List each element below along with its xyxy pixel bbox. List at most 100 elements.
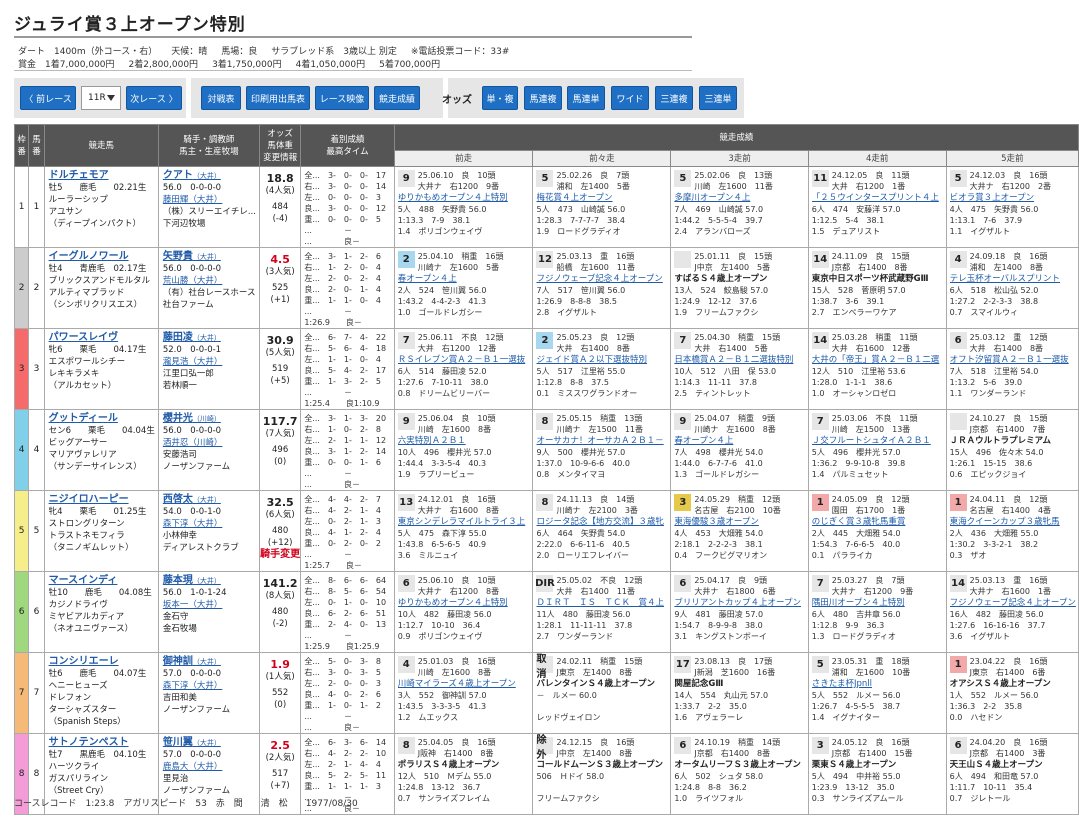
past-race-name[interactable]: 春オープン４上: [674, 436, 734, 446]
jockey-link[interactable]: 笹川翼: [162, 737, 193, 748]
body-weight: 496: [272, 445, 289, 455]
jockey-link[interactable]: 櫻井光: [162, 413, 193, 424]
horse-name-link[interactable]: イーグルノワール: [48, 251, 129, 262]
past-race-name[interactable]: オーサカナ！オーサカＡ２Ｂ１－: [536, 436, 664, 446]
finish-position: 9: [397, 170, 415, 187]
past-race-detail: 6人 518 松山弘 52.0 1:27.2 2-2-3-3 38.8 0.7 …: [949, 286, 1039, 317]
prev-race-button[interactable]: 〈 前レース: [20, 86, 76, 110]
popularity: (2人気): [265, 753, 295, 763]
past-race-name[interactable]: 多摩川オープン４上: [674, 193, 751, 203]
horse-name-link[interactable]: グットディール: [48, 413, 118, 424]
past-race-cell: 9 25.04.07 稍重 9頭 川崎ナ 左1600 8番 春オープン４上 7人…: [672, 411, 807, 481]
past-race-date-venue: 25.01.03 良 16頭 川崎 左1600 8番: [417, 657, 496, 677]
trainer-link[interactable]: 瀧見浩（大井）: [162, 357, 223, 367]
trainer-link[interactable]: 酒井忍（川崎）: [162, 438, 223, 448]
odds-trio-button[interactable]: 三連複: [655, 86, 693, 110]
past-race-detail: 9人 481 藤田凌 57.0 1:54.7 8-9-9-8 38.0 3.1 …: [674, 610, 767, 641]
past-race-name[interactable]: 梅花賞４上オープン: [536, 193, 613, 203]
past-race-name[interactable]: ジェイド賞Ａ２以下選抜特別: [536, 355, 647, 365]
odds-trifecta-button[interactable]: 三連単: [699, 86, 737, 110]
past-race-cell: 7 25.04.30 稍重 15頭 大井 右1400 5番 日本橋賞Ａ２－Ｂ１二…: [672, 330, 807, 400]
odds-wide-button[interactable]: ワイド: [611, 86, 649, 110]
trainer-link[interactable]: 森下淳（大井）: [162, 681, 223, 691]
trainer-link[interactable]: 森下淳（大井）: [162, 519, 223, 529]
jockey-record: 54.0 0-0-1-0: [162, 507, 222, 517]
jockey-link[interactable]: 藤本現: [162, 575, 193, 586]
past-race-name[interactable]: 川崎マイラーズ４歳上オープン: [397, 679, 516, 689]
odds-win-place-button[interactable]: 単・複: [482, 86, 518, 110]
trainer-link[interactable]: 荒山勝（大井）: [162, 276, 223, 286]
horse-name-link[interactable]: パワースレイヴ: [48, 332, 119, 343]
past-race-name: オアシスＳ４歳上オープン: [949, 679, 1051, 689]
horse-name-link[interactable]: サトノテンペスト: [48, 737, 129, 748]
past-race-date-venue: 23.08.13 良 17頭 J新潟 芝1600 16番: [694, 657, 776, 677]
past-race-cell: 8 24.11.13 良 14頭 川崎ナ 左2100 3番 ロジータ記念【地方交…: [534, 492, 670, 562]
jockey-link[interactable]: 御神訓: [162, 656, 193, 667]
past-race-name[interactable]: のじぎく賞３歳牝馬重賞: [811, 517, 906, 527]
horse-sire: ビッグアーサー: [48, 438, 108, 448]
past-race-name[interactable]: 東海優駿３歳オープン: [674, 517, 759, 527]
past-race-name[interactable]: オフト汐留賞Ａ２－Ｂ１一選抜: [949, 355, 1069, 365]
past-race-name[interactable]: 「２５ウインタースプリント４上: [811, 193, 939, 203]
horse-name-link[interactable]: コンシリエーレ: [48, 656, 119, 667]
jockey-link[interactable]: クアト: [162, 170, 193, 181]
results-button[interactable]: 競走成績: [374, 86, 420, 110]
next-race-button[interactable]: 次レース 〉: [126, 86, 182, 110]
past-race-name[interactable]: ビオラ賞３上オープン: [949, 193, 1035, 203]
trainer-link[interactable]: 坂本一（大井）: [162, 600, 223, 610]
past-race-name[interactable]: Ｊ交フルートシュタイＡ２Ｂ１: [811, 436, 931, 446]
print-card-button[interactable]: 印刷用出馬表: [246, 86, 310, 110]
past-race-cell: 8 25.05.15 稍重 13頭 川崎ナ 左1500 11番 オーサカナ！オー…: [534, 411, 670, 481]
past-race-name[interactable]: ロジータ記念【地方交流】３歳牝: [536, 517, 664, 527]
past-race-detail: 16人 482 藤田凌 56.0 1:27.6 16-16-16 37.7 3.…: [949, 610, 1046, 641]
past-race-detail: 2人 524 笹川翼 56.0 1:43.2 4-4-2-3 41.3 1.0 …: [397, 286, 487, 317]
past-race-name[interactable]: 東京シンデレラマイルトライ３上: [397, 517, 526, 527]
past-race-name[interactable]: フジノウェーブ記念４上オープン: [536, 274, 663, 284]
jockey-link[interactable]: 西啓太: [162, 494, 193, 505]
matchup-button[interactable]: 対戦表: [201, 86, 241, 110]
past-race-name[interactable]: 六実特別Ａ２Ｂ１: [397, 436, 466, 446]
owner: 金石守: [162, 612, 189, 622]
header-past-5: 5走前: [945, 150, 1079, 167]
past-race-name[interactable]: ＲＳイレブン賞Ａ２－Ｂ１一選抜: [397, 355, 526, 365]
past-race-date-venue: 25.06.04 良 10頭 川崎 左1600 8番: [417, 414, 496, 434]
finish-position: [674, 251, 692, 268]
trainer-link[interactable]: 藤田輝（大井）: [162, 195, 223, 205]
odds-quinella-button[interactable]: 馬連複: [524, 86, 562, 110]
past-race-cell: 14 25.03.28 稍重 11頭 大井 右1600 12番 大井の「帝王」賞…: [809, 330, 945, 400]
jockey-link[interactable]: 矢野貴: [162, 251, 193, 262]
jockey-link[interactable]: 藤田凌: [162, 332, 193, 343]
past-race-name[interactable]: 大井の「帝王」賞Ａ２－Ｂ１二選: [811, 355, 940, 365]
past-race-name[interactable]: テレ玉杯オーバルスプリント: [949, 274, 1061, 284]
past-race-detail: 11人 480 藤田凌 56.0 1:28.1 11-11-11 37.8 2.…: [536, 610, 633, 641]
past-race-name[interactable]: ゆりかもめオープン４上特別: [397, 598, 508, 608]
past-race-name[interactable]: ゆりかもめオープン４上特別: [397, 193, 508, 203]
horse-name-link[interactable]: ニジイロハーピー: [48, 494, 129, 505]
past-race-name[interactable]: 日本橋賞Ａ２－Ｂ１二選抜特別: [674, 355, 794, 365]
odds-exacta-button[interactable]: 馬連単: [567, 86, 605, 110]
past-race-name[interactable]: ＤＩＲＴ ＩＳ ＴＣＫ 賞４上: [536, 598, 664, 608]
weight-diff: (-2): [272, 619, 288, 629]
past-race-name[interactable]: さきたま杯Jpnll: [811, 679, 873, 689]
past-race-cell: 5 24.12.03 良 16頭 大井ナ 右1200 2番 ビオラ賞３上オープン…: [947, 168, 1077, 238]
trainer-link[interactable]: 鹿島大（大井）: [162, 762, 223, 772]
past-race-name[interactable]: 春オープン４上: [397, 274, 457, 284]
past-race-name: コールドムーンＳ３歳上オープン: [536, 760, 664, 770]
past-race-name[interactable]: 東海クイーンカップ３歳牝馬: [949, 517, 1060, 527]
race-select[interactable]: 11R: [81, 86, 121, 110]
waku-cell: 8: [13, 733, 30, 815]
finish-position: 4: [949, 251, 967, 268]
past-race-date-venue: 25.04.05 良 16頭 J阪神 右1400 8番: [417, 738, 496, 758]
horse-name-link[interactable]: ドルチェモア: [48, 170, 109, 181]
past-race-name[interactable]: フジノウェーブ記念４上オープン: [949, 598, 1076, 608]
past-race-detail: 7人 518 江里裕 54.0 1:13.2 5-6 39.0 1.1 ワンダー…: [949, 367, 1039, 398]
past-race-date-venue: 24.04.11 良 12頭 名古屋 右1400 4番: [969, 495, 1052, 515]
horse-sire: ルーラーシップ: [48, 195, 108, 205]
past-race-detail: 5人 473 山崎誠 56.0 1:28.3 7-7-7-7 38.4 1.9 …: [536, 205, 626, 236]
past-race-name[interactable]: 隅田川オープン４上特別: [811, 598, 905, 608]
horse-name-link[interactable]: マースインディ: [48, 575, 118, 586]
race-video-button[interactable]: レース映像: [315, 86, 369, 110]
past-race-date-venue: 24.05.09 良 12頭 園田 右1700 1番: [831, 495, 910, 515]
past-race-name[interactable]: ブリリアントカップ４上オープン: [674, 598, 801, 608]
